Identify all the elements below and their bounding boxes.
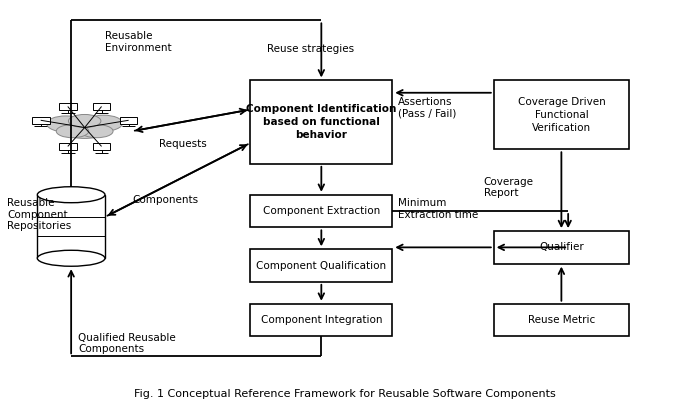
Text: Component Qualification: Component Qualification [256,261,386,271]
Ellipse shape [57,124,89,138]
Bar [250,249,393,282]
Text: Coverage
Report: Coverage Report [484,177,533,198]
Text: Component Identification
based on functional
behavior: Component Identification based on functi… [246,104,397,140]
Text: Requests: Requests [159,139,207,149]
Text: Minimum
Extraction time: Minimum Extraction time [397,198,478,220]
Text: Assertions
(Pass / Fail): Assertions (Pass / Fail) [397,97,456,118]
Bar [59,143,77,150]
Text: Reusable
Environment: Reusable Environment [105,31,172,53]
Bar [32,117,50,124]
Ellipse shape [37,187,105,203]
Text: Coverage Driven
Functional
Verification: Coverage Driven Functional Verification [518,97,605,133]
Text: Qualified Reusable
Components: Qualified Reusable Components [78,333,176,355]
Bar [494,304,629,336]
Ellipse shape [68,115,101,128]
Bar [494,80,629,149]
Bar [92,143,110,150]
Text: Reusable
Component
Repositories: Reusable Component Repositories [7,198,71,231]
Text: Component Extraction: Component Extraction [263,206,380,216]
Ellipse shape [59,117,110,138]
Bar [92,103,110,110]
Bar [59,103,77,110]
Text: Reuse Metric: Reuse Metric [528,315,595,325]
Text: Reuse strategies: Reuse strategies [267,44,355,55]
Bar [250,80,393,164]
Bar [250,304,393,336]
Text: Qualifier: Qualifier [539,242,584,253]
Ellipse shape [37,250,105,266]
Bar [250,195,393,227]
Bar [37,195,105,258]
Text: Fig. 1 Conceptual Reference Framework for Reusable Software Components: Fig. 1 Conceptual Reference Framework fo… [134,389,556,399]
Ellipse shape [47,116,85,132]
Bar [120,117,137,124]
Text: Component Integration: Component Integration [261,315,382,325]
Text: Components: Components [132,195,198,205]
Ellipse shape [81,124,113,138]
Ellipse shape [85,115,123,131]
Bar [494,231,629,264]
